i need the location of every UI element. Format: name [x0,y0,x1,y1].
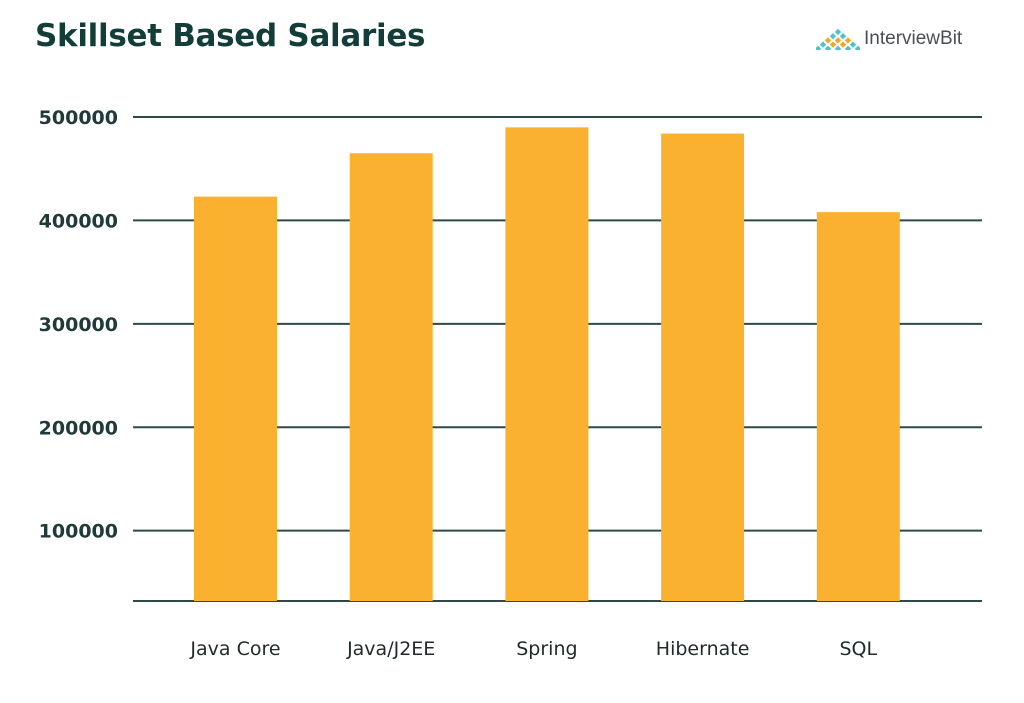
bar-spring [505,127,589,601]
logo-diamond [849,41,857,48]
chart-title: Skillset Based Salaries [35,18,426,54]
logo-diamond [839,41,847,48]
bar-java-j2ee [349,153,433,601]
logo-diamond [839,33,847,40]
logo-diamond [824,45,832,50]
x-category-label: Spring [516,638,577,660]
y-tick-label: 300000 [39,314,118,336]
x-category-label: Hibernate [656,638,750,660]
logo-diamond [834,37,842,44]
y-tick-label: 100000 [39,521,118,543]
logo-diamond [816,45,822,50]
logo-text: InterviewBit [864,28,963,49]
y-tick-label: 400000 [39,210,118,232]
logo-diamond [844,37,852,44]
bar-hibernate [661,133,745,602]
interviewbit-logo: InterviewBit [816,28,962,50]
y-tick-label: 200000 [39,417,118,439]
logo-diamond [824,37,832,44]
x-category-label: SQL [839,638,877,660]
logo-diamond [829,41,837,48]
logo-diamond [829,33,837,40]
logo-diamond [844,45,852,50]
y-tick-label: 500000 [39,107,118,129]
x-category-label: Java Core [189,638,280,660]
logo-diamond [819,41,827,48]
logo-diamonds-icon [816,28,860,50]
bar-java-core [194,196,277,601]
x-category-label: Java/J2EE [346,638,435,660]
logo-diamond [854,45,860,50]
logo-diamond [834,45,842,50]
logo-diamond [834,28,842,36]
bar-sql [816,212,900,601]
